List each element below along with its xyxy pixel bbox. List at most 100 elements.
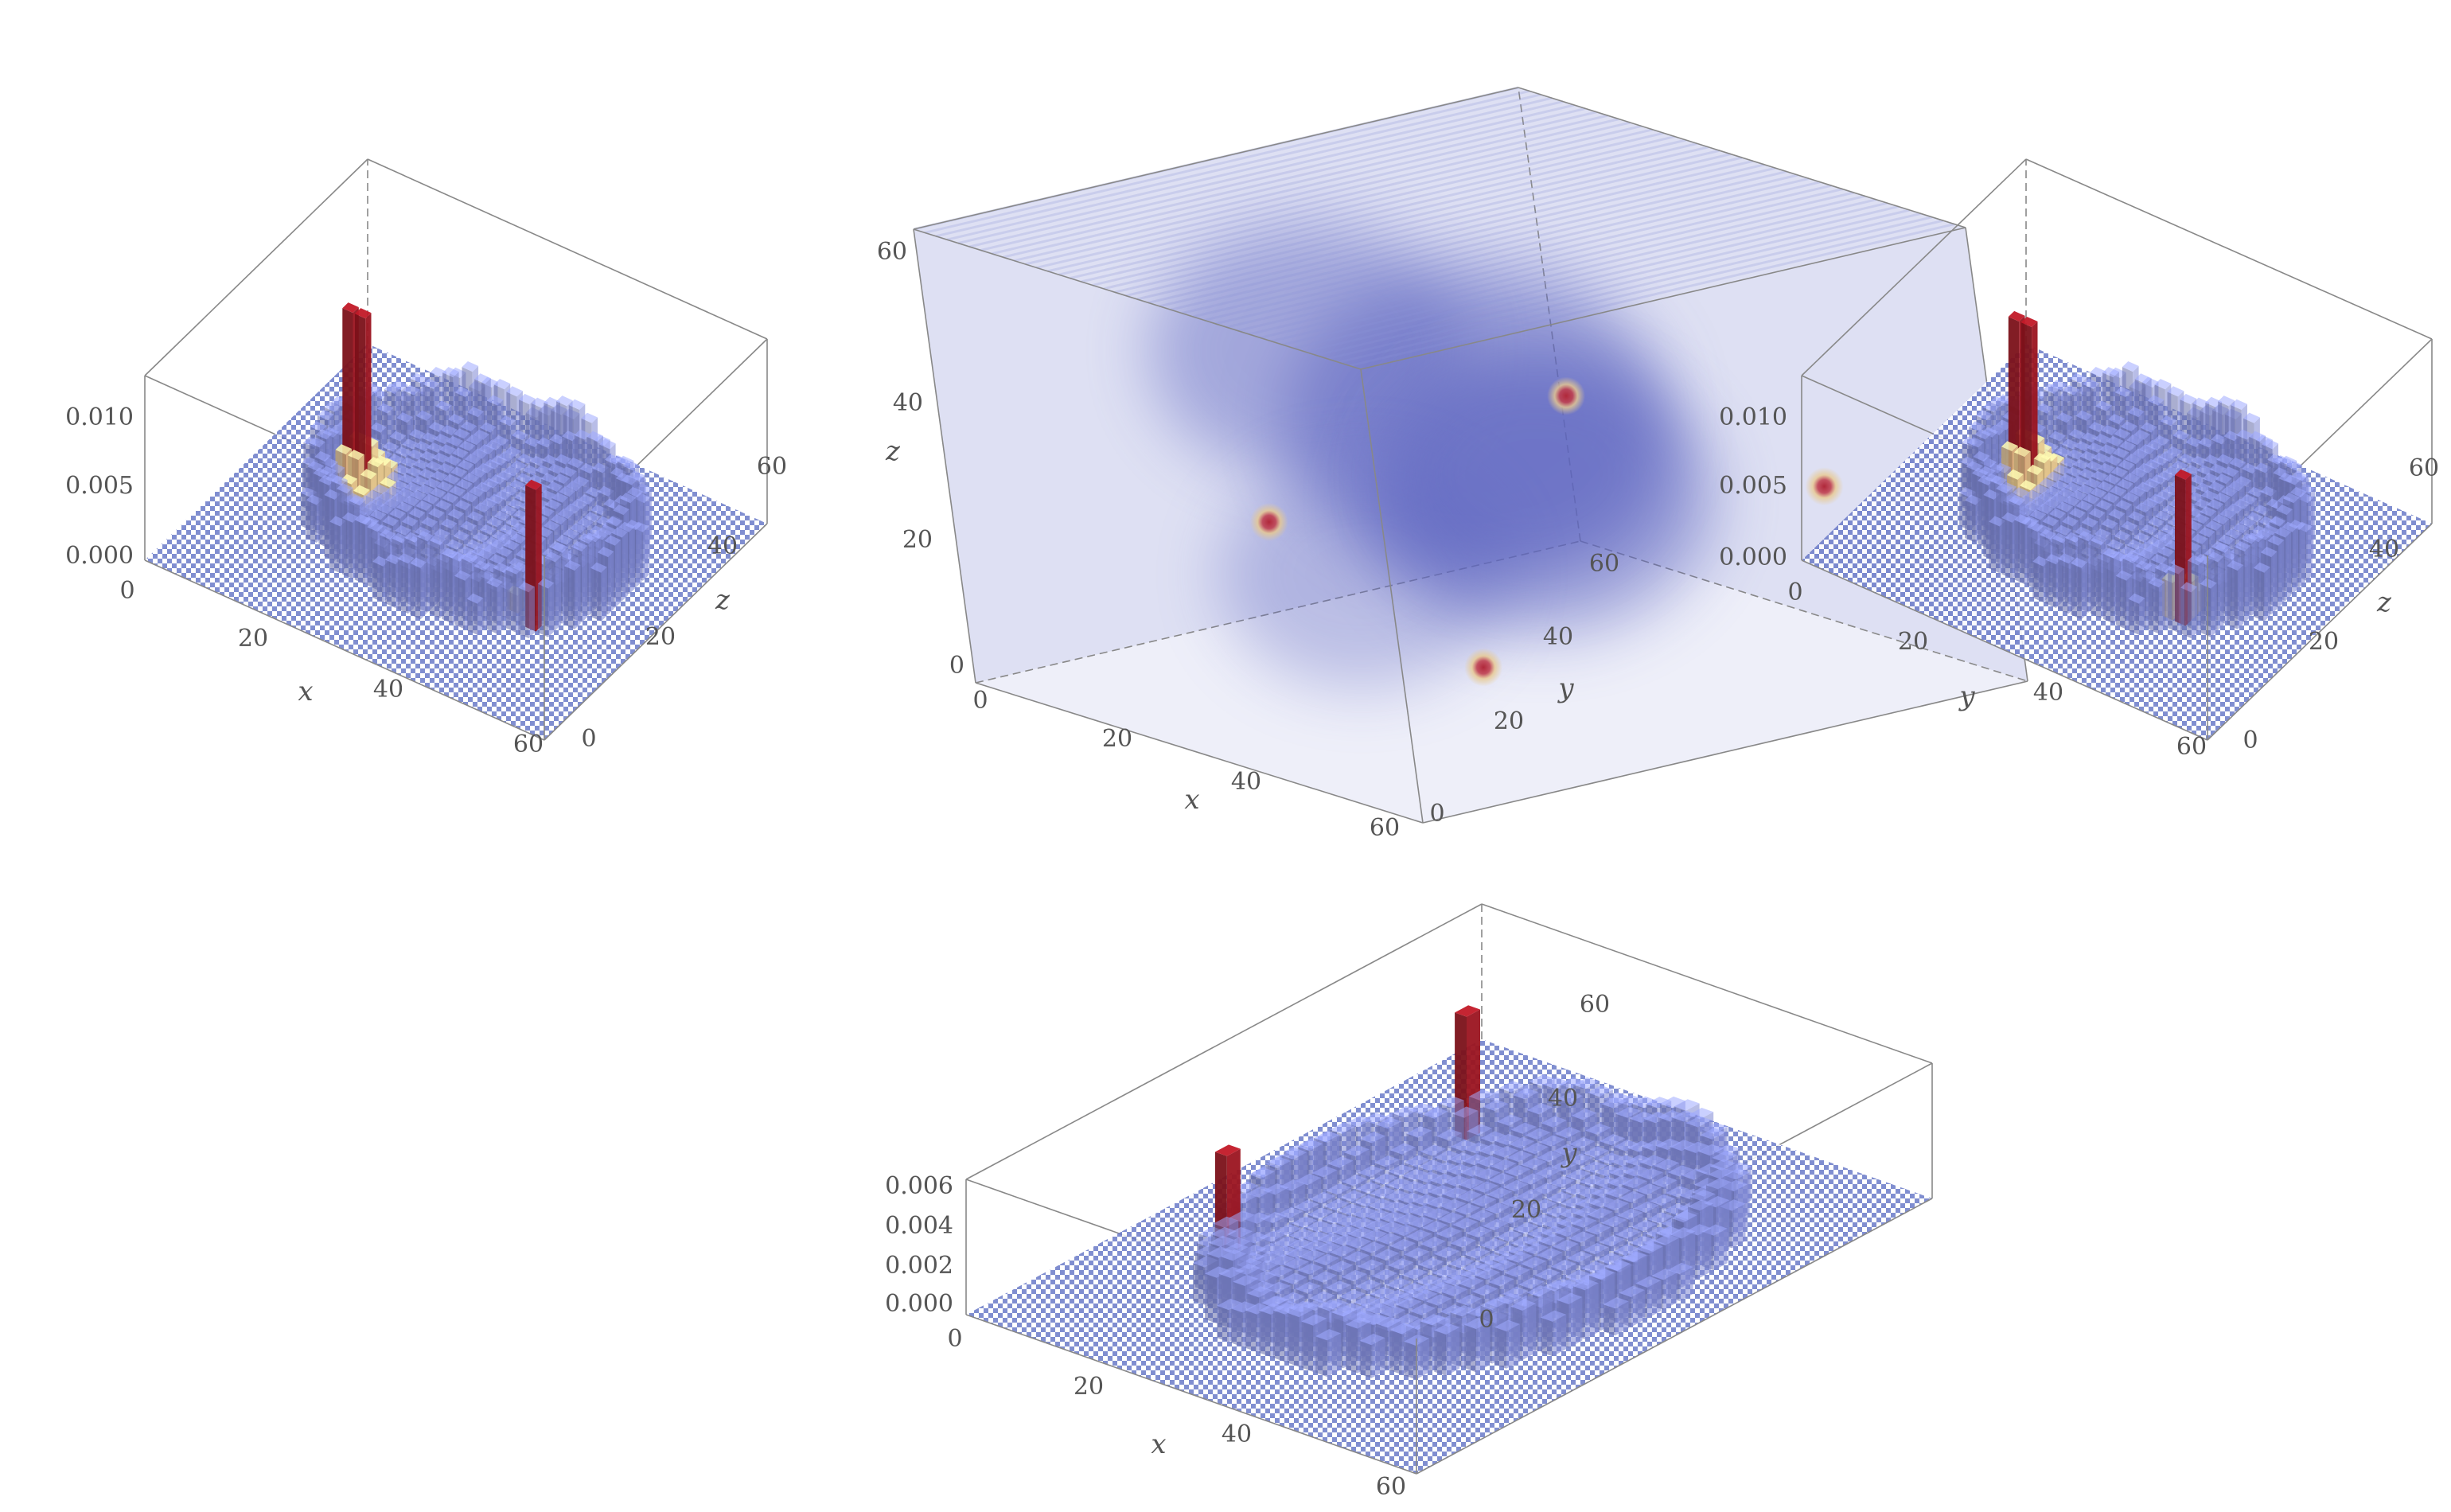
xy-height-tick: 0.002 [885, 1252, 953, 1280]
xz-projection-bar [466, 593, 484, 635]
yz-z-tick: 40 [2369, 536, 2399, 563]
xyz-volume-cube-edge [1360, 227, 1966, 370]
xy-y-axis-label: y [1560, 1137, 1577, 1169]
xyz-volume-lattice-line [1181, 170, 1787, 315]
yz-z-tick: 0 [2243, 727, 2258, 754]
yz-y-tick: 60 [2176, 733, 2207, 761]
xy-projection-bar [1541, 1310, 1567, 1357]
xyz-volume-lattice-line [1327, 216, 1933, 360]
xyz-volume-hotspot [1464, 648, 1503, 687]
xy-x-tick: 60 [1376, 1473, 1406, 1501]
volume-y-tick: 40 [1543, 623, 1573, 651]
xyz-volume-cube-edge [1360, 368, 1424, 824]
yz-y-tick: 20 [1898, 628, 1928, 656]
xz-height-tick: 0.010 [65, 403, 134, 431]
volume-z-tick: 40 [893, 389, 923, 417]
xy-projection-bar [1494, 1319, 1520, 1369]
yz-projection-box-edge [1801, 158, 2027, 376]
xyz-volume-lattice-line [1338, 219, 1944, 364]
yz-projection-bar [2180, 582, 2197, 639]
xyz-volume-lattice-line [1203, 177, 1810, 321]
xyz-volume-hotspot [1805, 467, 1844, 506]
xz-projection-box-edge [144, 559, 545, 741]
xyz-volume-lattice-line [1136, 156, 1743, 301]
xy-projection-box-edge [965, 1314, 1417, 1475]
yz-height-tick: 0.005 [1719, 472, 1787, 500]
xyz-volume-lattice-line [1282, 201, 1888, 346]
volume-y-tick: 0 [1429, 800, 1444, 828]
xz-projection-bar [410, 557, 427, 620]
xy-y-tick: 0 [1479, 1306, 1494, 1334]
xz-projection-box-edge [367, 158, 768, 340]
xz-projection-box-edge [544, 523, 768, 741]
xy-projection-bar [1359, 1333, 1385, 1378]
xz-height-tick: 0.000 [65, 542, 134, 570]
xyz-volume-cube-edge [913, 228, 976, 684]
xyz-volume-lattice-line [1103, 146, 1709, 290]
xz-z-tick: 20 [645, 623, 676, 651]
xz-height-tick: 0.005 [65, 472, 134, 500]
xyz-volume-lattice-line [1293, 205, 1900, 350]
xyz-volume-density-blob [1390, 359, 1678, 589]
xz-z-axis-label: z [715, 584, 731, 616]
xyz-volume-lattice-line [1271, 198, 1876, 343]
panel-yz-box-front [1801, 376, 2433, 741]
panel-xy-box-front [965, 1179, 1933, 1475]
xz-x-tick: 20 [238, 625, 268, 653]
panel-xy-projection: 0 20 40 60 x 0 20 40 60 y 0.000 0.002 0.… [885, 903, 1933, 1501]
xyz-volume-lattice-line [1148, 159, 1754, 304]
xy-projection-box-edge [965, 903, 1483, 1180]
xyz-volume-lattice-line [1047, 128, 1653, 273]
xy-projection-bar [1464, 1317, 1490, 1373]
xy-projection-bar [1315, 1329, 1341, 1378]
panel-xz-box-front [144, 376, 768, 741]
xyz-volume-lattice-line [957, 100, 1564, 245]
xz-projection-bar [518, 582, 535, 639]
xyz-volume-lattice-line [980, 107, 1586, 251]
volume-y-tick: 20 [1494, 707, 1524, 735]
xyz-volume-lattice-line [1003, 114, 1608, 259]
volume-z-tick: 0 [949, 652, 964, 680]
xz-projection-box-edge [144, 158, 368, 376]
xyz-volume-lattice-line [1249, 191, 1854, 336]
yz-height-tick: 0.010 [1719, 403, 1787, 431]
yz-projection-bar [2254, 562, 2270, 622]
yz-projection-bar [2148, 577, 2165, 634]
xyz-volume-cube-edge [1518, 87, 1966, 228]
xyz-volume-lattice-line [968, 103, 1575, 248]
volume-z-tick: 60 [877, 238, 907, 266]
xyz-volume-lattice-line [1070, 135, 1676, 280]
xyz-volume-cube-edge [1422, 680, 2028, 824]
yz-z-axis-label: z [2376, 586, 2392, 618]
xyz-volume-lattice-line [992, 111, 1597, 255]
volume-z-axis-label: z [885, 435, 901, 467]
xyz-volume-lattice-line [1349, 223, 1955, 368]
volume-z-tick: 20 [902, 526, 933, 554]
xz-x-tick: 0 [119, 577, 134, 605]
panel-xz-bars [300, 302, 652, 639]
xy-height-tick: 0.004 [885, 1212, 953, 1240]
xy-x-tick: 0 [947, 1325, 962, 1353]
yz-projection-bar [2128, 593, 2145, 635]
volume-x-tick: 20 [1102, 725, 1132, 753]
volume-x-tick: 0 [972, 687, 988, 715]
volume-y-tick: 60 [1589, 550, 1619, 578]
xyz-volume-lattice-line [1036, 124, 1642, 269]
xyz-volume-lattice-line [1215, 181, 1821, 325]
xyz-volume-lattice-line [1192, 173, 1798, 318]
xz-z-tick: 40 [707, 532, 738, 560]
xyz-volume-cube-edge [913, 87, 1519, 230]
xyz-volume-lattice-line [935, 93, 1541, 238]
xy-height-tick: 0.000 [885, 1290, 953, 1318]
xyz-volume-lattice-line [1058, 131, 1664, 276]
panel-xyz-volume: 0 20 40 60 x 0 20 40 60 y 0 20 40 60 z [877, 86, 2028, 842]
xz-projection-bar [355, 308, 372, 496]
xyz-volume-lattice-line [1237, 188, 1843, 333]
xyz-volume-lattice-line [924, 89, 1530, 234]
xyz-volume-lattice-line [1304, 208, 1911, 353]
xy-projection-box-edge [1481, 903, 1933, 1064]
xyz-volume-lattice-line [1170, 166, 1776, 311]
panel-yz-bars [1959, 310, 2316, 639]
panel-xz-projection: 0 20 40 60 x 0 20 40 60 z 0.000 0.005 0.… [65, 158, 787, 758]
